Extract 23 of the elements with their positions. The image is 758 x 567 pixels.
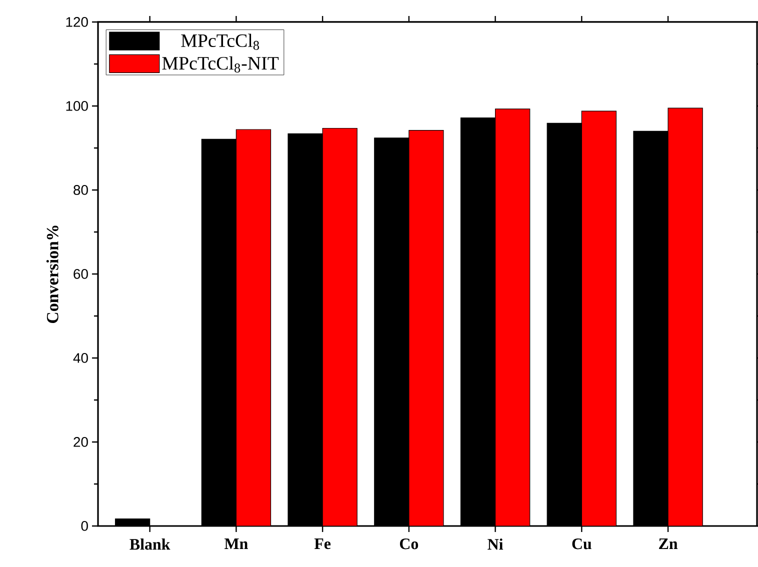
x-tick-label: Mn <box>224 538 248 549</box>
legend-label: MPcTcCl$_{8}$ <box>181 34 260 50</box>
y-axis-title: Conversion% <box>46 226 58 324</box>
x-tick-label: Zn <box>659 538 678 549</box>
y-tick-label: 60 <box>74 269 88 279</box>
y-tick-label: 100 <box>66 101 88 111</box>
bar <box>408 130 444 526</box>
bar <box>236 130 271 526</box>
y-tick-label: 120 <box>66 17 88 27</box>
x-tick-label: Ni <box>488 538 504 550</box>
x-tick-label: Blank <box>130 538 170 550</box>
legend-label: MPcTcCl$_{8}$-NIT <box>162 56 279 72</box>
y-tick-label: 40 <box>73 353 88 363</box>
x-tick-label: Cu <box>572 538 592 550</box>
y-tick-label: 0 <box>81 521 88 531</box>
bar <box>668 108 703 526</box>
x-tick-label: Fe <box>314 538 331 550</box>
y-tick-label: 80 <box>74 185 88 195</box>
bar <box>582 111 616 526</box>
bar <box>322 128 358 526</box>
y-tick-label: 20 <box>74 437 88 447</box>
x-tick-label: Co <box>400 538 418 550</box>
bar <box>495 108 530 526</box>
